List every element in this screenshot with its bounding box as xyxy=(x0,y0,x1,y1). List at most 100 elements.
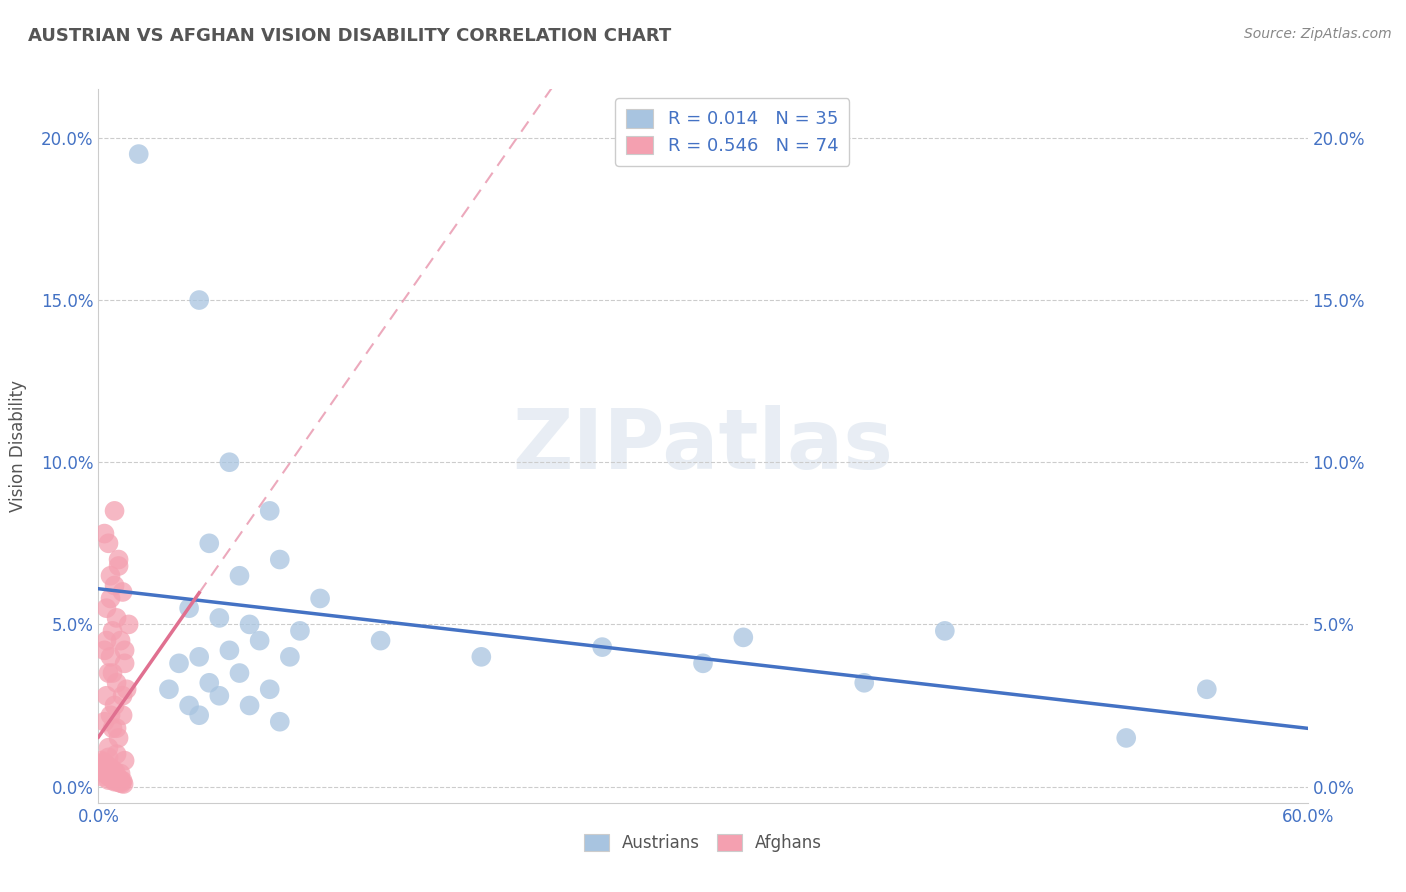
Point xyxy=(100,764,122,779)
Point xyxy=(278,649,301,664)
Point xyxy=(288,624,311,638)
Point xyxy=(103,773,125,788)
Point xyxy=(93,760,115,774)
Point xyxy=(93,764,115,778)
Point xyxy=(96,633,118,648)
Point xyxy=(97,666,120,681)
Point xyxy=(692,657,714,671)
Point xyxy=(101,766,124,780)
Point xyxy=(179,601,201,615)
Point xyxy=(309,591,332,606)
Point xyxy=(370,633,392,648)
Point xyxy=(218,455,240,469)
Point xyxy=(111,773,134,788)
Point xyxy=(103,764,125,778)
Point xyxy=(100,708,122,723)
Point xyxy=(100,568,122,582)
Point xyxy=(104,773,127,788)
Point xyxy=(111,585,134,599)
Point xyxy=(111,708,134,723)
Point xyxy=(93,526,115,541)
Point xyxy=(97,764,120,778)
Point xyxy=(208,689,231,703)
Point xyxy=(93,643,115,657)
Point xyxy=(118,617,141,632)
Point xyxy=(259,504,281,518)
Point xyxy=(100,649,122,664)
Point xyxy=(114,754,136,768)
Point xyxy=(167,657,190,671)
Point xyxy=(853,675,876,690)
Point xyxy=(157,682,180,697)
Point xyxy=(198,675,221,690)
Point xyxy=(105,675,128,690)
Point xyxy=(93,714,115,729)
Point xyxy=(101,721,124,735)
Point xyxy=(733,631,755,645)
Point xyxy=(97,750,120,764)
Point xyxy=(94,756,117,771)
Text: Source: ZipAtlas.com: Source: ZipAtlas.com xyxy=(1244,27,1392,41)
Point xyxy=(100,591,122,606)
Point xyxy=(934,624,956,638)
Point xyxy=(96,601,118,615)
Point xyxy=(103,578,125,592)
Point xyxy=(96,689,118,703)
Point xyxy=(269,714,291,729)
Point xyxy=(103,698,125,713)
Point xyxy=(198,536,221,550)
Point xyxy=(98,760,121,774)
Point xyxy=(103,774,125,789)
Point xyxy=(269,552,291,566)
Point xyxy=(110,766,132,780)
Point xyxy=(96,760,118,774)
Point xyxy=(112,777,135,791)
Point xyxy=(188,293,211,307)
Point xyxy=(90,754,112,768)
Point xyxy=(91,758,114,772)
Point xyxy=(110,633,132,648)
Point xyxy=(96,758,118,772)
Point xyxy=(90,760,112,774)
Point xyxy=(94,766,117,780)
Point xyxy=(111,689,134,703)
Point xyxy=(239,617,262,632)
Point xyxy=(110,773,132,788)
Point xyxy=(1195,682,1218,697)
Point xyxy=(107,552,129,566)
Point xyxy=(105,611,128,625)
Point xyxy=(114,643,136,657)
Point xyxy=(98,770,121,784)
Point xyxy=(93,756,115,770)
Point xyxy=(188,708,211,723)
Point xyxy=(104,764,127,779)
Legend: Austrians, Afghans: Austrians, Afghans xyxy=(578,827,828,859)
Point xyxy=(259,682,281,697)
Point xyxy=(89,756,111,771)
Point xyxy=(107,731,129,745)
Point xyxy=(188,649,211,664)
Text: AUSTRIAN VS AFGHAN VISION DISABILITY CORRELATION CHART: AUSTRIAN VS AFGHAN VISION DISABILITY COR… xyxy=(28,27,672,45)
Point xyxy=(218,643,240,657)
Point xyxy=(105,747,128,761)
Point xyxy=(96,768,118,782)
Point xyxy=(107,774,129,789)
Point xyxy=(114,657,136,671)
Point xyxy=(105,770,128,784)
Point xyxy=(107,559,129,574)
Point xyxy=(591,640,613,654)
Point xyxy=(128,147,150,161)
Point xyxy=(249,633,271,648)
Point xyxy=(96,762,118,776)
Point xyxy=(110,776,132,790)
Point xyxy=(115,682,138,697)
Point xyxy=(470,649,492,664)
Point xyxy=(101,666,124,681)
Y-axis label: Vision Disability: Vision Disability xyxy=(10,380,27,512)
Point xyxy=(101,624,124,638)
Point xyxy=(179,698,201,713)
Point xyxy=(103,768,125,782)
Point xyxy=(100,772,122,786)
Point xyxy=(208,611,231,625)
Point xyxy=(108,775,131,789)
